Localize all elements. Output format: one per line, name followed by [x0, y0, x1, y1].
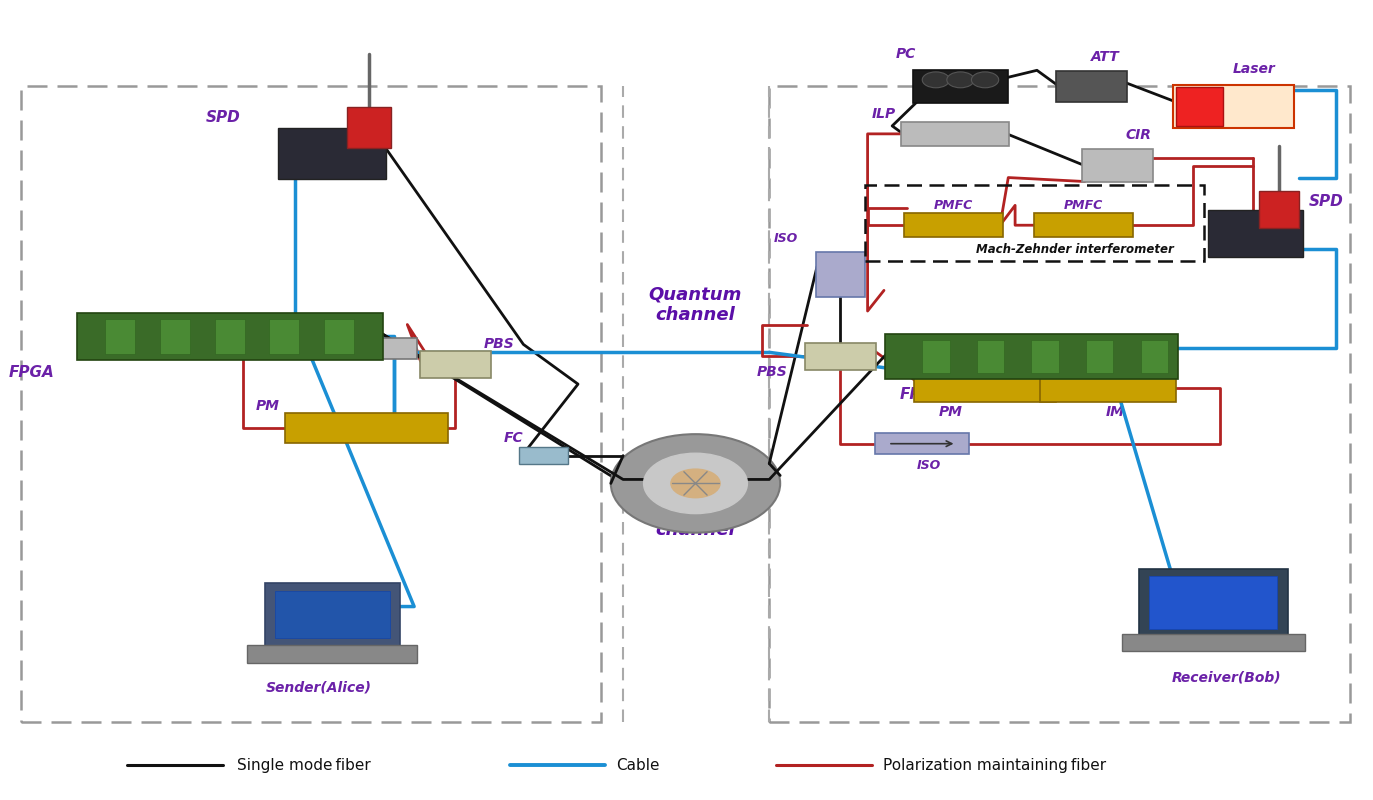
- Text: Service
channel: Service channel: [656, 500, 736, 538]
- FancyBboxPatch shape: [1141, 340, 1168, 373]
- FancyBboxPatch shape: [805, 342, 876, 370]
- FancyBboxPatch shape: [106, 319, 136, 354]
- Bar: [865, 186, 1204, 261]
- FancyBboxPatch shape: [976, 340, 1004, 373]
- Text: SPD: SPD: [206, 110, 240, 126]
- FancyBboxPatch shape: [161, 319, 189, 354]
- FancyBboxPatch shape: [914, 374, 1056, 402]
- Text: Sender(Alice): Sender(Alice): [265, 681, 372, 694]
- Text: Quantum
channel: Quantum channel: [649, 286, 743, 324]
- FancyBboxPatch shape: [77, 313, 383, 360]
- Text: PM: PM: [939, 405, 962, 419]
- Text: FPGA: FPGA: [8, 365, 55, 380]
- FancyBboxPatch shape: [913, 70, 1008, 103]
- Text: Cable: Cable: [616, 758, 660, 773]
- FancyBboxPatch shape: [347, 107, 391, 148]
- Text: Mach-Zehnder interferometer: Mach-Zehnder interferometer: [976, 242, 1174, 255]
- FancyBboxPatch shape: [1138, 570, 1288, 636]
- FancyBboxPatch shape: [269, 319, 299, 354]
- Circle shape: [644, 454, 747, 514]
- FancyBboxPatch shape: [286, 413, 448, 443]
- Text: Receiver(Bob): Receiver(Bob): [1173, 670, 1281, 684]
- FancyBboxPatch shape: [1041, 374, 1175, 402]
- Text: FC: FC: [504, 431, 523, 445]
- Text: PBS: PBS: [757, 365, 787, 379]
- FancyBboxPatch shape: [519, 447, 568, 464]
- FancyBboxPatch shape: [265, 583, 400, 646]
- FancyBboxPatch shape: [875, 434, 969, 454]
- FancyBboxPatch shape: [1259, 191, 1299, 228]
- FancyBboxPatch shape: [1031, 340, 1059, 373]
- Text: Single mode fiber: Single mode fiber: [236, 758, 371, 773]
- Text: FR: FR: [312, 322, 331, 335]
- FancyBboxPatch shape: [1056, 70, 1127, 102]
- Circle shape: [947, 72, 973, 88]
- FancyBboxPatch shape: [1082, 149, 1153, 182]
- FancyBboxPatch shape: [905, 214, 1002, 237]
- Text: PC: PC: [895, 47, 916, 62]
- Text: Polarization maintaining fiber: Polarization maintaining fiber: [883, 758, 1105, 773]
- FancyBboxPatch shape: [1086, 340, 1114, 373]
- Bar: [21, 86, 601, 722]
- Circle shape: [923, 72, 950, 88]
- FancyBboxPatch shape: [1034, 214, 1133, 237]
- Text: CIR: CIR: [1124, 129, 1151, 142]
- FancyBboxPatch shape: [275, 591, 390, 638]
- Text: PMFC: PMFC: [1064, 199, 1103, 212]
- FancyBboxPatch shape: [1122, 634, 1304, 651]
- Text: ISO: ISO: [773, 232, 798, 246]
- Text: IM: IM: [1105, 405, 1124, 419]
- FancyBboxPatch shape: [901, 122, 1009, 146]
- FancyBboxPatch shape: [279, 128, 386, 179]
- Text: Laser: Laser: [1233, 62, 1276, 76]
- FancyBboxPatch shape: [420, 350, 490, 378]
- FancyBboxPatch shape: [1149, 576, 1277, 629]
- FancyBboxPatch shape: [1177, 86, 1223, 126]
- Text: ILP: ILP: [872, 107, 897, 121]
- FancyBboxPatch shape: [247, 646, 417, 663]
- FancyBboxPatch shape: [816, 252, 865, 297]
- Text: ISO: ISO: [917, 459, 941, 473]
- Circle shape: [671, 469, 719, 498]
- Circle shape: [611, 434, 780, 533]
- Text: PBS: PBS: [483, 337, 514, 350]
- FancyBboxPatch shape: [1173, 85, 1295, 127]
- FancyBboxPatch shape: [330, 338, 417, 358]
- Text: PM: PM: [255, 398, 280, 413]
- Text: ATT: ATT: [1092, 50, 1119, 64]
- FancyBboxPatch shape: [923, 340, 950, 373]
- Bar: [769, 86, 1350, 722]
- Circle shape: [971, 72, 998, 88]
- Text: PMFC: PMFC: [934, 199, 973, 212]
- FancyBboxPatch shape: [886, 334, 1178, 378]
- FancyBboxPatch shape: [214, 319, 244, 354]
- FancyBboxPatch shape: [324, 319, 354, 354]
- Text: SPD: SPD: [1308, 194, 1344, 209]
- FancyBboxPatch shape: [1208, 210, 1303, 257]
- Text: FPGA: FPGA: [899, 387, 945, 402]
